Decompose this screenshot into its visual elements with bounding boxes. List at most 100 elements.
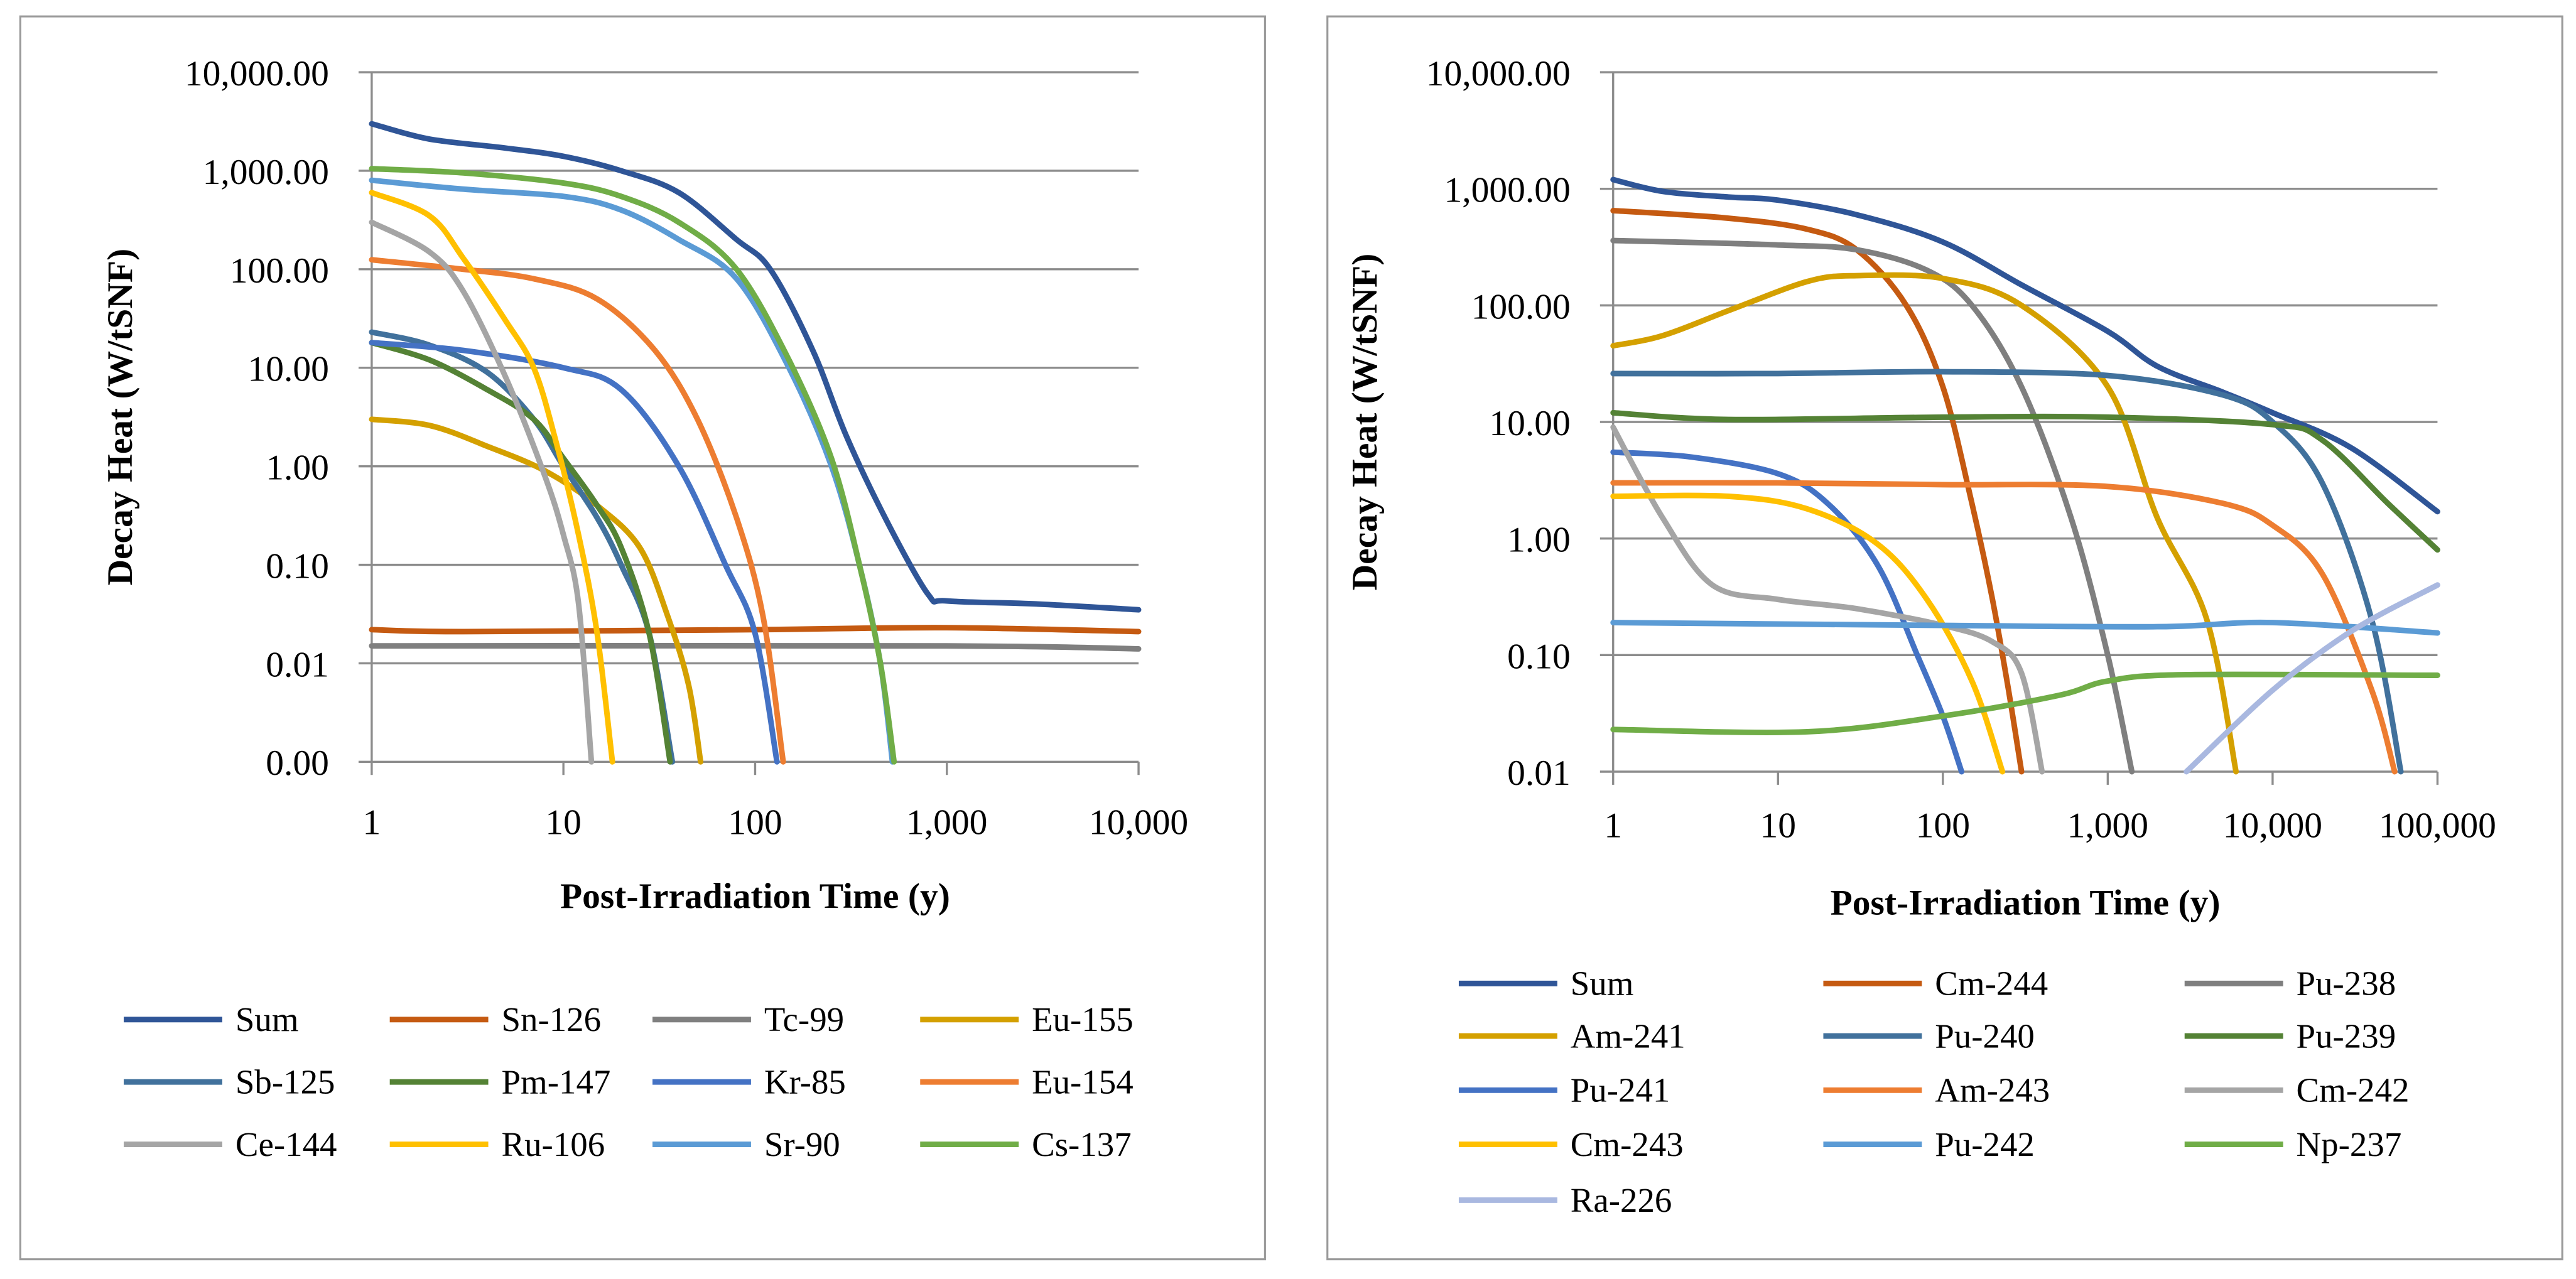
series-line-sum <box>369 121 1142 613</box>
legend-item-eu-155: Eu-155 <box>920 1000 1134 1039</box>
left-chart: 10,000.001,000.00100.0010.001.000.100.01… <box>100 54 1188 1163</box>
legend-label: Sr-90 <box>764 1125 840 1163</box>
y-tick-label: 1,000.00 <box>203 153 329 192</box>
legend-item-cm-243: Cm-243 <box>1458 1125 1684 1163</box>
x-tick-label: 1 <box>363 802 381 842</box>
legend-label: Cm-242 <box>2297 1071 2410 1109</box>
legend-item-cm-244: Cm-244 <box>1823 964 2048 1003</box>
legend-label: Cm-243 <box>1571 1125 1684 1163</box>
left-chart-frame <box>19 15 1266 1261</box>
legend-label: Eu-155 <box>1032 1000 1134 1039</box>
y-tick-label: 1.00 <box>266 448 329 488</box>
y-tick-label: 0.00 <box>266 743 329 783</box>
legend-label: Sn-126 <box>501 1000 601 1039</box>
series-line-am-241 <box>1610 272 2239 775</box>
legend-label: Am-241 <box>1571 1017 1686 1055</box>
series-line-am-243 <box>1610 480 2398 775</box>
legend-item-cm-242: Cm-242 <box>2184 1071 2410 1109</box>
y-tick-label: 1.00 <box>1507 521 1571 560</box>
legend-item-pu-240: Pu-240 <box>1823 1017 2035 1055</box>
x-tick-label: 10,000 <box>2223 806 2322 846</box>
legend-item-am-241: Am-241 <box>1458 1017 1686 1055</box>
x-tick-label: 10 <box>545 802 582 842</box>
legend-item-pu-242: Pu-242 <box>1823 1125 2035 1163</box>
legend-label: Np-237 <box>2297 1125 2402 1163</box>
y-tick-label: 10.00 <box>1489 404 1570 443</box>
y-tick-label: 0.10 <box>266 546 329 586</box>
x-tick-label: 1 <box>1604 806 1622 846</box>
y-tick-label: 100.00 <box>230 251 329 291</box>
series-line-ra-226 <box>2184 582 2440 775</box>
legend-item-eu-154: Eu-154 <box>920 1063 1134 1101</box>
legend-label: Pu-241 <box>1571 1071 1670 1109</box>
y-axis-title: Decay Heat (W/tSNF) <box>100 249 140 586</box>
legend-item-pm-147: Pm-147 <box>389 1063 610 1101</box>
legend-item-am-243: Am-243 <box>1823 1071 2050 1109</box>
right-chart-frame <box>1326 15 2563 1261</box>
legend-label: Tc-99 <box>764 1000 844 1039</box>
legend-label: Ru-106 <box>501 1125 605 1163</box>
y-tick-label: 1,000.00 <box>1444 171 1570 210</box>
series-line-cm-243 <box>1610 492 2006 775</box>
y-tick-label: 0.01 <box>266 645 329 684</box>
series-line-ru-106 <box>369 190 615 765</box>
x-tick-label: 100 <box>1916 806 1970 846</box>
x-tick-label: 10,000 <box>1089 802 1188 842</box>
legend-item-cs-137: Cs-137 <box>920 1125 1132 1163</box>
series-line-kr-85 <box>369 340 780 765</box>
x-tick-label: 10 <box>1760 806 1797 846</box>
x-tick-label: 1,000 <box>906 802 987 842</box>
y-tick-label: 10,000.00 <box>185 54 329 94</box>
legend-item-sr-90: Sr-90 <box>652 1125 840 1163</box>
y-tick-label: 100.00 <box>1471 287 1571 326</box>
legend-label: Sum <box>1571 964 1634 1003</box>
y-axis-title: Decay Heat (W/tSNF) <box>1345 254 1385 591</box>
x-tick-label: 100 <box>728 802 782 842</box>
series-line-np-237 <box>1610 671 2440 735</box>
legend-item-pu-241: Pu-241 <box>1458 1071 1670 1109</box>
legend-item-ra-226: Ra-226 <box>1458 1181 1672 1219</box>
legend-label: Am-243 <box>1935 1071 2050 1109</box>
y-tick-label: 0.01 <box>1507 753 1571 793</box>
series-line-ce-144 <box>369 219 595 765</box>
y-tick-label: 10.00 <box>247 350 328 389</box>
series-line-pu-239 <box>1610 409 2440 553</box>
legend-item-np-237: Np-237 <box>2184 1125 2402 1163</box>
x-axis-title: Post-Irradiation Time (y) <box>1831 883 2221 922</box>
legend-label: Sum <box>235 1000 299 1039</box>
legend-item-tc-99: Tc-99 <box>652 1000 844 1039</box>
legend-label: Ra-226 <box>1571 1181 1672 1219</box>
x-axis-title: Post-Irradiation Time (y) <box>560 877 950 916</box>
legend-item-pu-238: Pu-238 <box>2184 964 2396 1003</box>
legend-item-kr-85: Kr-85 <box>652 1063 846 1101</box>
series-line-cs-137 <box>369 166 897 765</box>
legend-label: Cm-244 <box>1935 964 2048 1003</box>
x-tick-label: 100,000 <box>2379 806 2496 846</box>
series-line-pu-240 <box>1610 369 2404 775</box>
legend-label: Cs-137 <box>1032 1125 1132 1163</box>
legend-label: Eu-154 <box>1032 1063 1134 1101</box>
series-line-pu-242 <box>1610 619 2440 636</box>
legend-item-sum: Sum <box>124 1000 299 1039</box>
legend-item-ru-106: Ru-106 <box>389 1125 605 1163</box>
legend-label: Pm-147 <box>501 1063 610 1101</box>
series-line-sum <box>1610 176 2440 515</box>
series-line-pm-147 <box>369 340 673 765</box>
series-line-tc-99 <box>369 642 1142 652</box>
legend-item-sn-126: Sn-126 <box>389 1000 601 1039</box>
legend-label: Ce-144 <box>235 1125 337 1163</box>
legend-label: Pu-242 <box>1935 1125 2035 1163</box>
legend-item-pu-239: Pu-239 <box>2184 1017 2396 1055</box>
legend-label: Pu-239 <box>2297 1017 2396 1055</box>
x-tick-label: 1,000 <box>2067 806 2148 846</box>
legend-label: Sb-125 <box>235 1063 335 1101</box>
y-tick-label: 10,000.00 <box>1426 54 1571 94</box>
legend-label: Pu-240 <box>1935 1017 2035 1055</box>
series-line-cm-242 <box>1610 424 2045 775</box>
legend-label: Kr-85 <box>764 1063 846 1101</box>
legend-label: Pu-238 <box>2297 964 2396 1003</box>
y-tick-label: 0.10 <box>1507 637 1571 676</box>
legend-item-sum: Sum <box>1458 964 1634 1003</box>
legend-item-ce-144: Ce-144 <box>124 1125 337 1163</box>
